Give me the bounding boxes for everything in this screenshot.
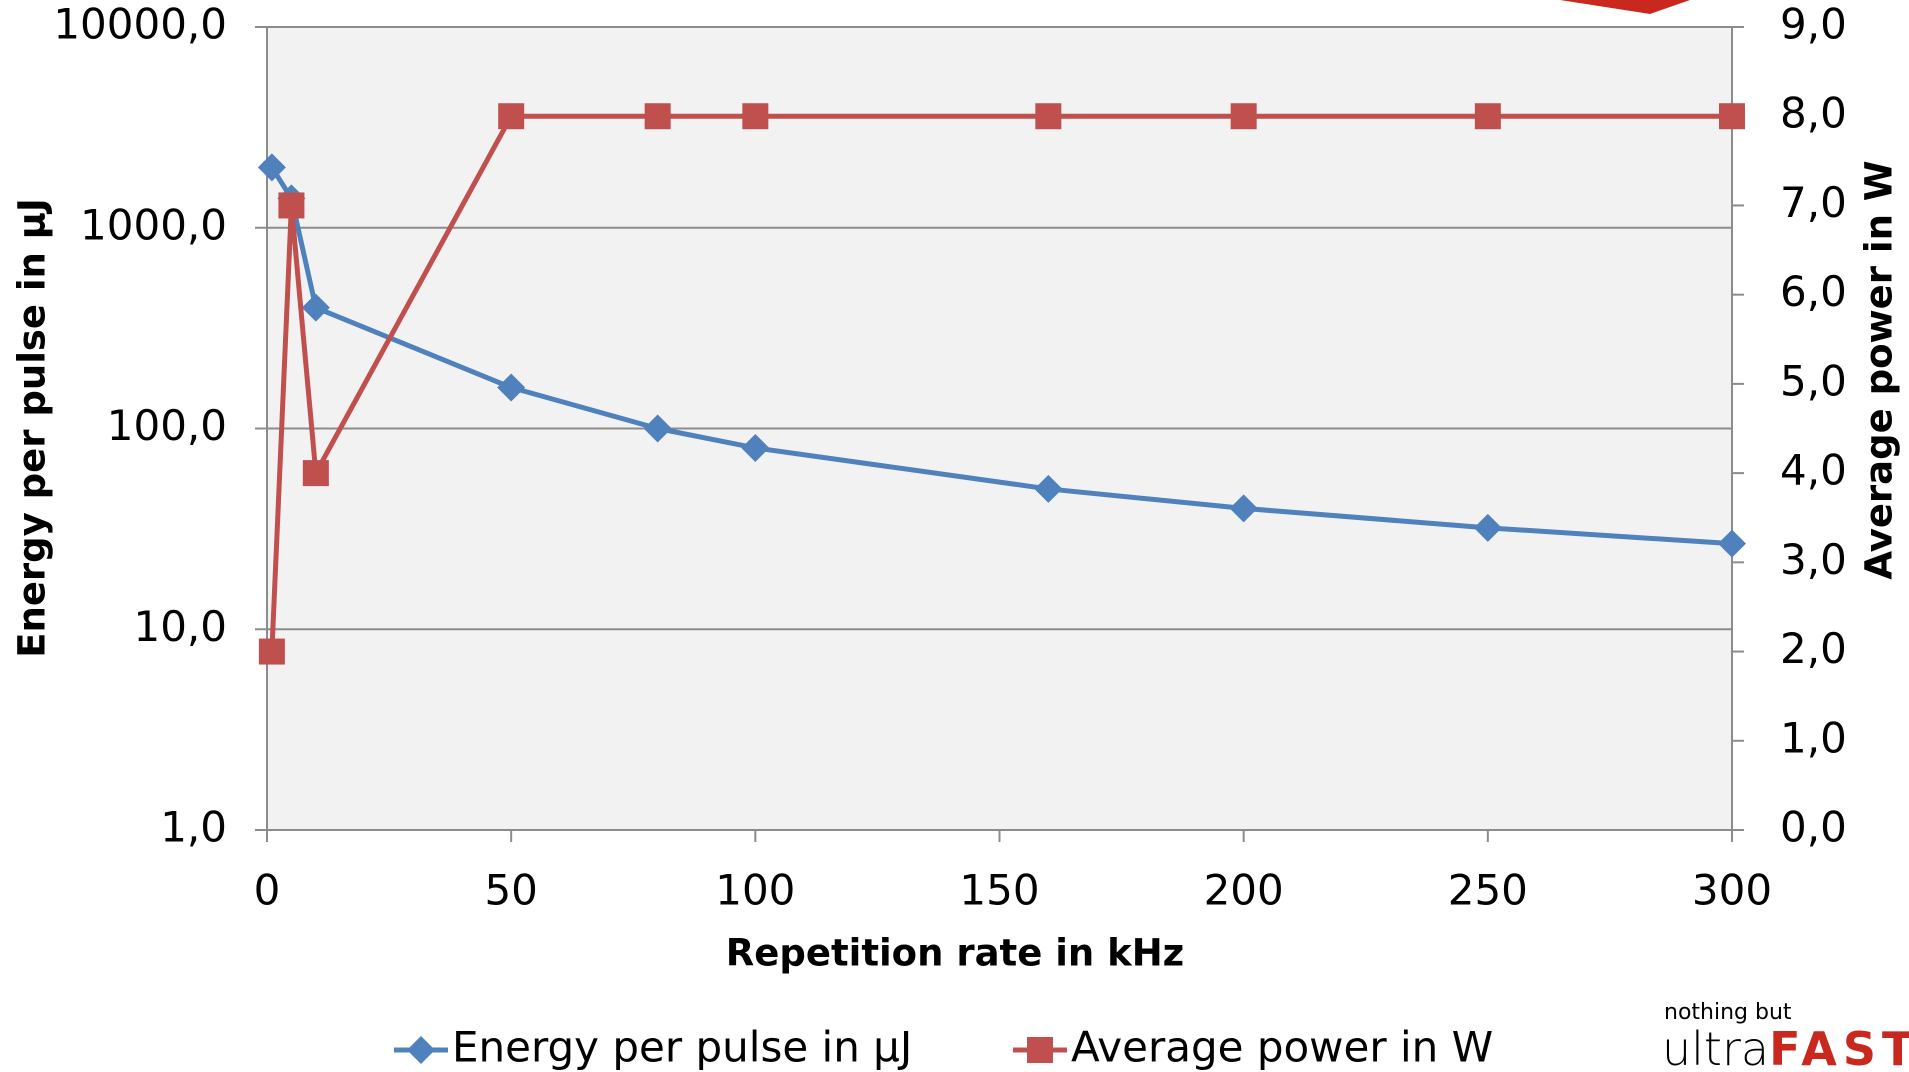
marker	[257, 153, 286, 182]
y2-tick-label: 9,0	[1780, 0, 1847, 49]
marker	[1034, 474, 1063, 503]
logo-text: ultraFAST	[1662, 1022, 1909, 1072]
marker	[643, 414, 672, 443]
x-tick-label: 250	[1448, 866, 1528, 915]
x-tick-label: 200	[1204, 866, 1284, 915]
logo-tagline: nothing but	[1664, 1000, 1792, 1025]
y2-tick-label: 0,0	[1780, 803, 1847, 852]
marker	[1474, 103, 1501, 130]
logo-brand: ultra	[1662, 1022, 1769, 1072]
y-tick-label: 1000,0	[80, 200, 227, 249]
marker	[1027, 1037, 1053, 1063]
marker	[302, 460, 329, 487]
marker	[1035, 103, 1062, 130]
marker	[742, 103, 769, 130]
y2-tick-label: 7,0	[1780, 178, 1847, 227]
marker	[1230, 103, 1257, 130]
x-tick-label: 0	[254, 866, 281, 915]
y-tick-label: 1,0	[160, 803, 227, 852]
y2-tick-label: 5,0	[1780, 356, 1847, 405]
x-tick-label: 300	[1692, 866, 1772, 915]
marker	[1719, 103, 1745, 130]
marker	[1473, 513, 1502, 542]
marker	[497, 373, 526, 402]
marker	[278, 192, 305, 219]
legend-label: Energy per pulse in µJ	[452, 1023, 912, 1072]
y2-tick-label: 1,0	[1780, 713, 1847, 762]
marker	[258, 638, 285, 665]
y2-tick-label: 8,0	[1780, 89, 1847, 138]
marker	[301, 293, 330, 322]
y2-tick-label: 2,0	[1780, 624, 1847, 673]
y-tick-label: 10000,0	[53, 0, 227, 49]
marker	[1718, 529, 1746, 558]
legend-label: Average power in W	[1071, 1023, 1493, 1072]
marker	[407, 1036, 435, 1064]
marker	[741, 433, 770, 462]
y-tick-label: 10,0	[133, 602, 227, 651]
y2-tick-label: 6,0	[1780, 267, 1847, 316]
x-tick-label: 150	[959, 866, 1039, 915]
marker	[498, 103, 525, 130]
x-tick-label: 100	[715, 866, 795, 915]
logo-accent: FAST	[1769, 1022, 1909, 1072]
series-line	[269, 165, 1733, 547]
marker	[1229, 494, 1258, 523]
logo-decoration	[1560, 0, 1690, 14]
x-tick-label: 50	[484, 866, 537, 915]
y-tick-label: 100,0	[107, 401, 227, 450]
y2-tick-label: 4,0	[1780, 446, 1847, 495]
x-axis-title: Repetition rate in kHz	[726, 932, 1184, 975]
y-axis-title: Energy per pulse in µJ	[11, 198, 54, 658]
y2-axis-title: Average power in W	[1858, 160, 1901, 579]
series-line	[269, 113, 1732, 652]
marker	[644, 103, 671, 130]
y2-tick-label: 3,0	[1780, 535, 1847, 584]
